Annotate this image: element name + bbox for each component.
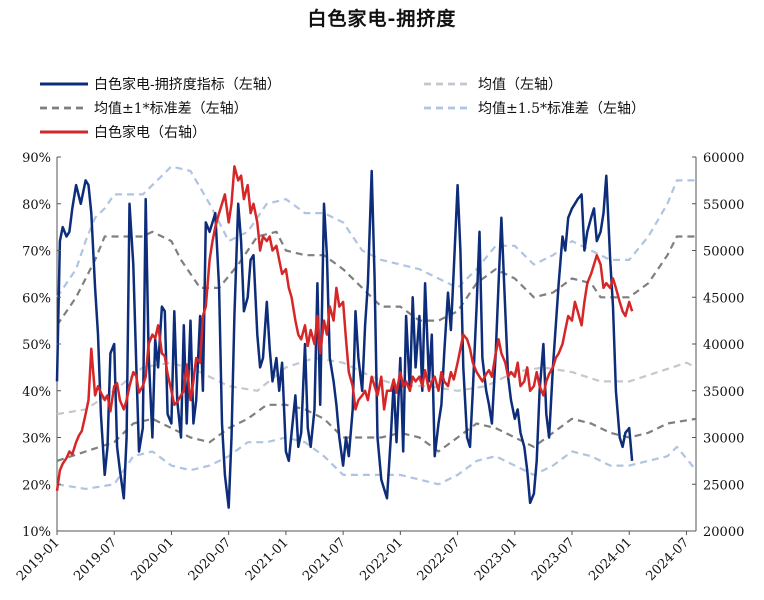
left-tick-label: 10% [22, 525, 51, 540]
legend-item-band15: 均值±1.5*标准差（左轴） [424, 98, 645, 118]
right-tick-label: 50000 [703, 245, 744, 260]
right-tick-label: 30000 [703, 432, 744, 447]
x-tick-label: 2022-01 [357, 535, 406, 584]
legend-label-crowd: 白色家电-拥挤度指标（左轴） [94, 77, 281, 93]
left-tick-label: 30% [22, 432, 51, 447]
series-line-minus15 [56, 436, 697, 490]
x-tick-label: 2019-07 [71, 535, 120, 584]
x-tick-label: 2024-07 [643, 535, 692, 584]
legend-label-price: 白色家电（右轴） [94, 125, 206, 141]
right-tick-label: 40000 [703, 338, 744, 353]
chart-title: 白色家电-拥挤度 [307, 8, 457, 30]
x-tick-label: 2021-01 [243, 535, 292, 584]
legend-swatch-band1 [40, 106, 88, 110]
x-tick-label: 2023-01 [472, 535, 521, 584]
legend-swatch-mean [424, 82, 472, 86]
x-tick-label: 2022-07 [415, 535, 464, 584]
left-tick-label: 50% [22, 338, 51, 353]
legend-item-price: 白色家电（右轴） [40, 122, 206, 142]
legend-swatch-price [40, 130, 88, 134]
x-tick-label: 2020-07 [186, 535, 235, 584]
x-tick-label: 2019-01 [14, 535, 63, 584]
legend-label-band1: 均值±1*标准差（左轴） [94, 101, 248, 117]
x-tick-label: 2024-01 [586, 535, 635, 584]
series-line-plus15 [56, 165, 696, 298]
right-tick-label: 45000 [703, 291, 744, 306]
x-tick-label: 2020-01 [128, 535, 177, 584]
right-tick-label: 60000 [703, 151, 744, 166]
legend-label-band15: 均值±1.5*标准差（左轴） [478, 101, 645, 117]
left-tick-label: 60% [22, 291, 51, 306]
left-tick-label: 40% [22, 385, 51, 400]
right-tick-label: 55000 [703, 198, 744, 213]
legend-swatch-band15 [424, 106, 472, 110]
series-line-minus1 [56, 403, 697, 462]
left-tick-label: 70% [22, 245, 51, 260]
x-tick-label: 2023-07 [529, 535, 578, 584]
left-tick-label: 90% [22, 151, 51, 166]
series-line-plus1 [56, 230, 696, 326]
right-tick-label: 35000 [703, 385, 744, 400]
left-tick-label: 80% [22, 198, 51, 213]
legend-swatch-crowd [40, 82, 88, 86]
legend-label-mean: 均值（左轴） [478, 77, 562, 93]
x-tick-label: 2021-07 [300, 535, 349, 584]
legend-item-crowd: 白色家电-拥挤度指标（左轴） [40, 74, 281, 94]
right-tick-label: 20000 [703, 525, 744, 540]
right-tick-label: 25000 [703, 478, 744, 493]
left-tick-label: 20% [22, 478, 51, 493]
series-line-crowd [55, 169, 634, 509]
legend-item-mean: 均值（左轴） [424, 74, 562, 94]
series-line-price [55, 165, 634, 491]
legend-item-band1: 均值±1*标准差（左轴） [40, 98, 248, 118]
